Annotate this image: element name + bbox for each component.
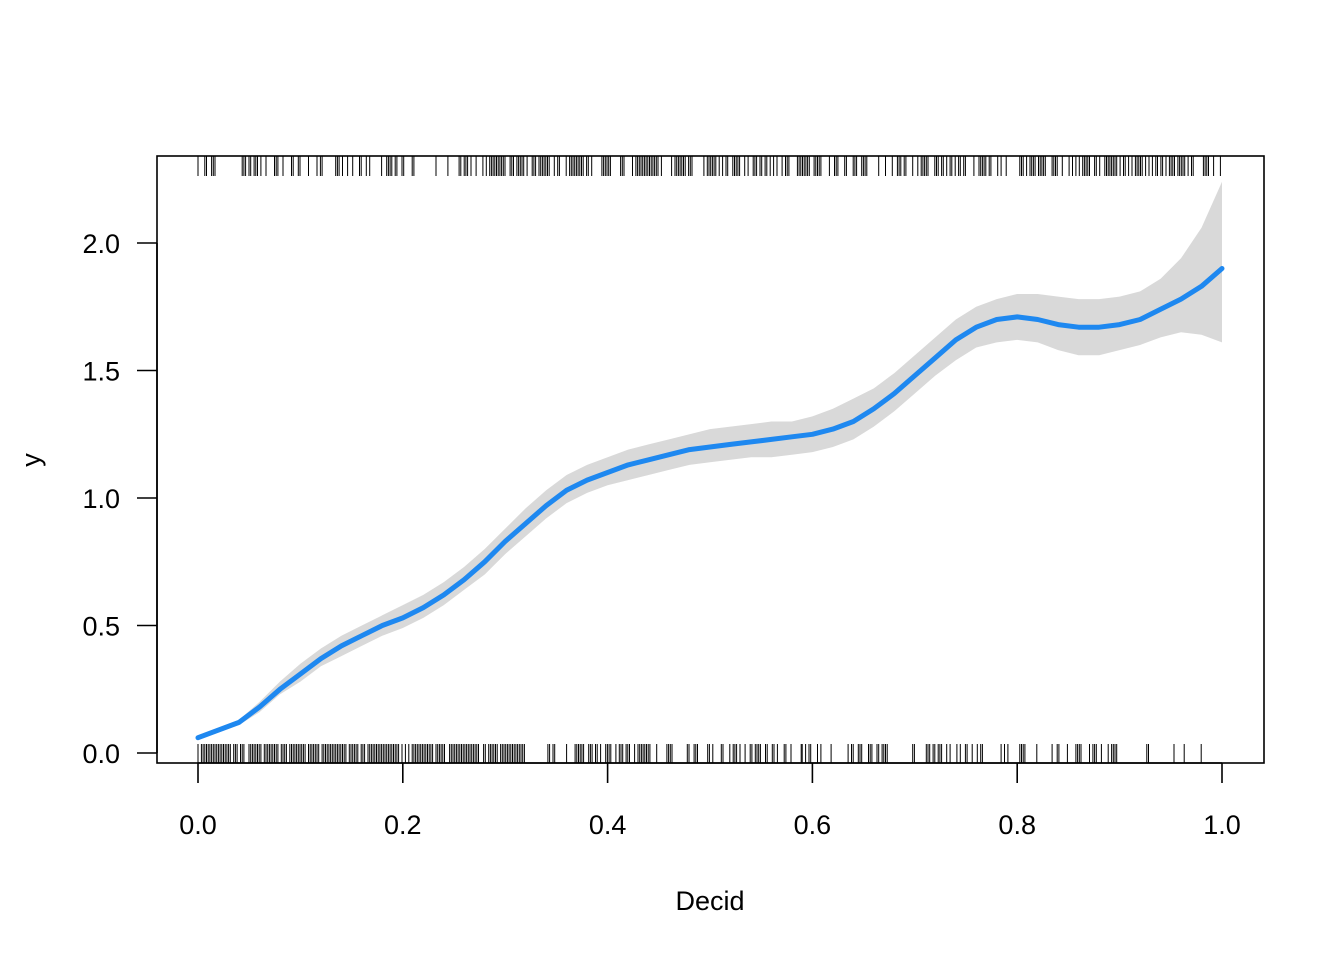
x-tick-label: 0.8 <box>998 810 1036 840</box>
confidence-band-layer <box>198 181 1222 741</box>
confidence-band <box>198 181 1222 741</box>
fitted-line-layer <box>195 266 1225 741</box>
fitted-line <box>195 266 1225 741</box>
rug-layer <box>197 156 1221 763</box>
x-tick-label: 0.6 <box>794 810 832 840</box>
x-tick-label: 0.0 <box>179 810 217 840</box>
x-axis: 0.0 0.2 0.4 0.6 0.8 1.0 <box>179 762 1241 840</box>
y-tick-label: 2.0 <box>82 229 120 259</box>
y-tick-label: 0.0 <box>82 739 120 769</box>
x-tick-label: 0.4 <box>589 810 627 840</box>
y-tick-label: 1.5 <box>82 357 120 387</box>
y-axis-title: y <box>16 453 46 467</box>
y-tick-label: 0.5 <box>82 612 120 642</box>
x-tick-label: 1.0 <box>1203 810 1241 840</box>
x-axis-title: Decid <box>675 886 744 916</box>
y-tick-label: 1.0 <box>82 484 120 514</box>
x-tick-label: 0.2 <box>384 810 422 840</box>
y-axis: 0.0 0.5 1.0 1.5 2.0 <box>82 229 158 769</box>
